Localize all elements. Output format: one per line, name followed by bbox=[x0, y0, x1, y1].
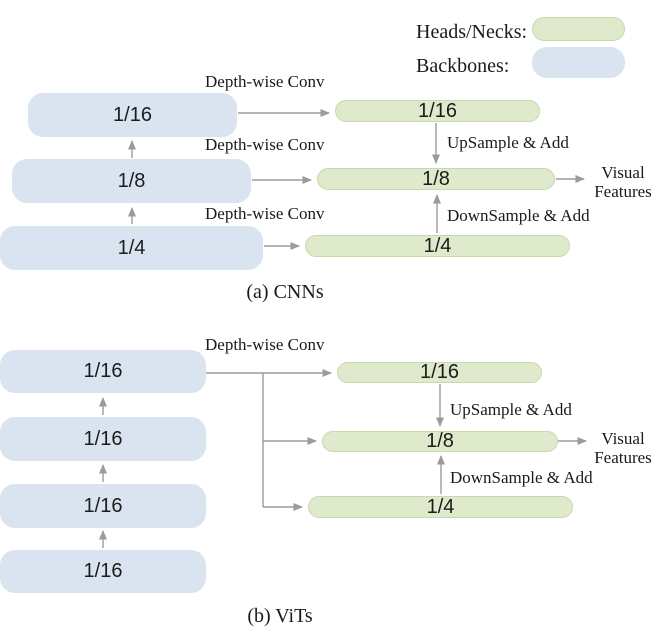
visual-features-label-b: Visual Features bbox=[584, 429, 662, 467]
backbone-box-b-2: 1/16 bbox=[0, 417, 206, 461]
downsample-label-b: DownSample & Add bbox=[450, 468, 593, 487]
head-box-a-1-4: 1/4 bbox=[305, 235, 570, 257]
head-box-b-1-8: 1/8 bbox=[322, 430, 558, 452]
legend-heads-necks-label: Heads/Necks: bbox=[416, 21, 528, 43]
head-box-a-1-4-label: 1/4 bbox=[423, 234, 452, 257]
backbone-box-b-4: 1/16 bbox=[0, 550, 206, 593]
upsample-label-b: UpSample & Add bbox=[450, 400, 572, 419]
head-box-b-1-8-label: 1/8 bbox=[426, 430, 454, 452]
backbone-box-b-1-label: 1/16 bbox=[83, 360, 123, 382]
backbone-box-b-2-label: 1/16 bbox=[83, 427, 123, 450]
head-box-a-1-16: 1/16 bbox=[335, 100, 540, 122]
backbone-box-b-3: 1/16 bbox=[0, 484, 206, 528]
visual-features-label-b-line2: Features bbox=[594, 448, 652, 467]
conv-label-b: Depth-wise Conv bbox=[205, 335, 325, 354]
backbone-box-a-1-16-label: 1/16 bbox=[113, 103, 152, 126]
head-box-b-1-16-label: 1/16 bbox=[420, 361, 459, 383]
head-box-b-1-4-label: 1/4 bbox=[426, 495, 455, 518]
backbone-box-a-1-16: 1/16 bbox=[28, 93, 237, 137]
head-box-a-1-16-label: 1/16 bbox=[418, 99, 457, 122]
head-box-b-1-4: 1/4 bbox=[308, 496, 573, 518]
visual-features-label-a: Visual Features bbox=[584, 163, 662, 201]
caption-a: (a) CNNs bbox=[246, 281, 324, 303]
backbone-box-a-1-4: 1/4 bbox=[0, 226, 263, 270]
legend-backbones-swatch bbox=[532, 47, 625, 78]
head-box-a-1-8-label: 1/8 bbox=[422, 167, 450, 190]
legend-backbones-label: Backbones: bbox=[416, 55, 510, 77]
backbone-box-b-4-label: 1/16 bbox=[83, 560, 123, 582]
backbone-box-b-1: 1/16 bbox=[0, 350, 206, 393]
visual-features-label-a-line2: Features bbox=[594, 182, 652, 201]
conv-label-a-3: Depth-wise Conv bbox=[205, 204, 325, 223]
backbone-box-a-1-4-label: 1/4 bbox=[117, 236, 146, 259]
backbone-box-a-1-8: 1/8 bbox=[12, 159, 251, 203]
visual-features-label-a-line1: Visual bbox=[601, 163, 645, 182]
conv-label-a-1: Depth-wise Conv bbox=[205, 72, 325, 91]
upsample-label-a: UpSample & Add bbox=[447, 133, 569, 152]
downsample-label-a: DownSample & Add bbox=[447, 206, 590, 225]
backbone-box-b-3-label: 1/16 bbox=[83, 494, 123, 517]
head-box-a-1-8: 1/8 bbox=[317, 168, 555, 190]
caption-b: (b) ViTs bbox=[247, 605, 313, 627]
visual-features-label-b-line1: Visual bbox=[601, 429, 645, 448]
legend-heads-necks-swatch bbox=[532, 17, 625, 41]
backbone-box-a-1-8-label: 1/8 bbox=[117, 169, 146, 192]
head-box-b-1-16: 1/16 bbox=[337, 361, 542, 383]
conv-label-a-2: Depth-wise Conv bbox=[205, 135, 325, 154]
